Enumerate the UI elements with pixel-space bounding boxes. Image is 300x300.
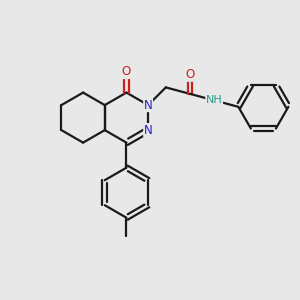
Text: N: N <box>144 99 152 112</box>
Text: N: N <box>144 124 152 136</box>
Text: O: O <box>122 65 131 79</box>
Text: NH: NH <box>206 95 223 105</box>
Text: O: O <box>185 68 195 81</box>
